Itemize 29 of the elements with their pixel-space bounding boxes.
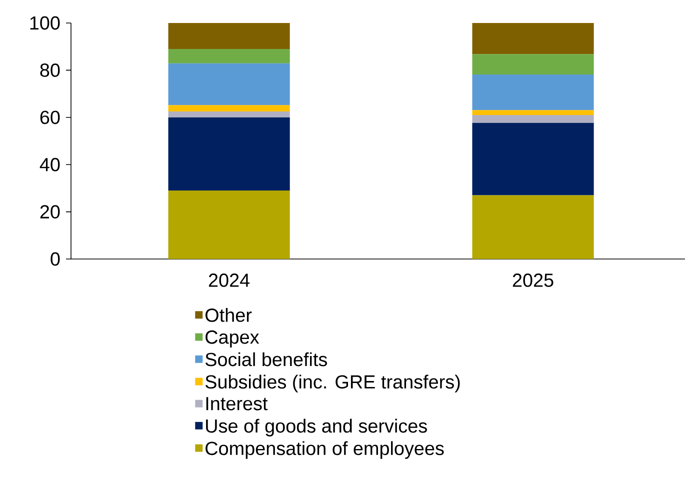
y-tick-label: 80 [40,63,60,77]
bar [472,195,594,259]
bar [472,110,594,116]
bar [472,74,594,110]
bar [472,22,594,54]
bar [472,54,594,74]
y-tick-label: 0 [50,252,60,266]
legend-label: Use of goods and services [206,418,427,436]
bar [472,122,594,196]
x-tick-label: 2025 [512,274,554,287]
y-tick-label: 100 [30,16,60,30]
legend-label: Compensation of employees [206,441,444,459]
legend-label: Social benefits [205,352,328,366]
bar [168,117,290,191]
legend-label: Other [206,308,252,322]
bar [472,115,594,123]
y-tick-label: 20 [40,205,60,219]
bar [168,22,290,49]
bar [168,112,290,118]
legend-label: Subsidies (inc. GRE transfers) [205,374,460,392]
bar [168,105,290,112]
legend-label: Interest [206,397,268,410]
x-tick-label: 2024 [208,274,250,287]
bar [168,63,290,106]
y-tick-label: 40 [40,158,60,172]
y-tick-label: 60 [40,110,60,124]
bar [168,48,290,64]
bar [168,190,290,259]
legend-label: Capex [206,330,260,348]
